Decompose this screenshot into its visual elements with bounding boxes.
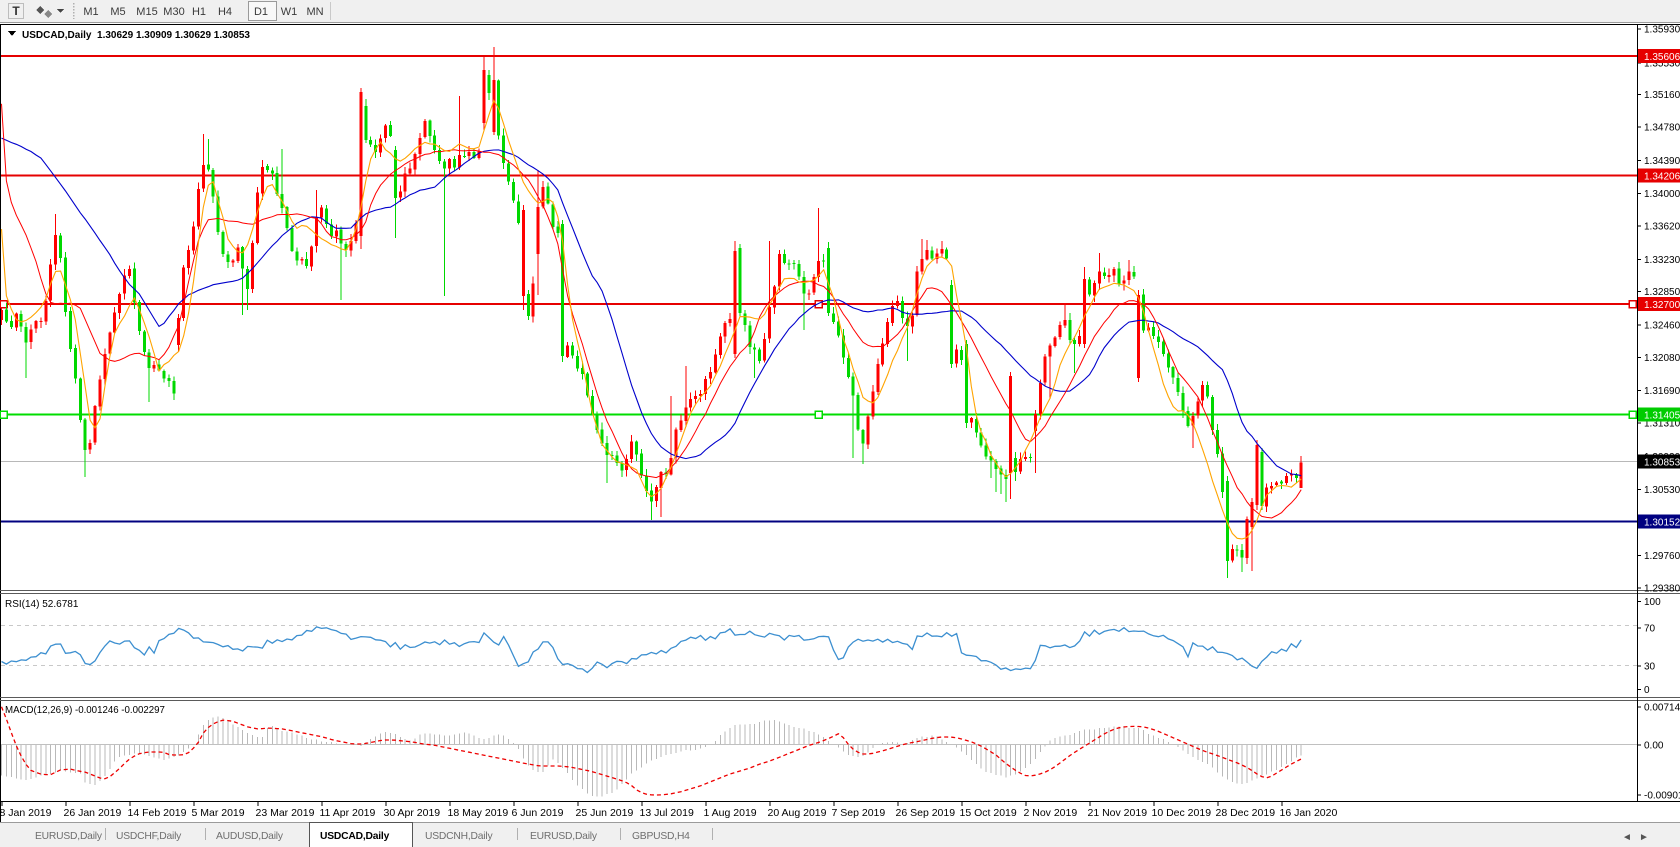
svg-text:M15: M15 [136,6,157,18]
svg-text:14 Feb 2019: 14 Feb 2019 [128,807,187,819]
svg-text:1 Aug 2019: 1 Aug 2019 [704,807,757,819]
svg-text:1.30853: 1.30853 [1644,458,1680,469]
svg-text:1.35930: 1.35930 [1644,24,1680,35]
svg-text:M30: M30 [163,6,184,18]
svg-text:26 Sep 2019: 26 Sep 2019 [896,807,956,819]
svg-text:1.33230: 1.33230 [1644,255,1680,266]
svg-text:1.34780: 1.34780 [1644,123,1680,134]
svg-text:M1: M1 [83,6,98,18]
svg-text:1.32850: 1.32850 [1644,287,1680,298]
svg-text:EURUSD,Daily: EURUSD,Daily [530,831,598,842]
svg-text:23 Mar 2019: 23 Mar 2019 [256,807,315,819]
svg-text:USDCAD,Daily 1.30629 1.30909: USDCAD,Daily 1.30629 1.30909 1.30629 1.3… [22,30,250,41]
svg-text:30 Apr 2019: 30 Apr 2019 [384,807,441,819]
svg-text:1.29380: 1.29380 [1644,583,1680,594]
svg-text:5 Mar 2019: 5 Mar 2019 [192,807,245,819]
svg-text:0: 0 [1644,685,1650,696]
svg-text:1.31690: 1.31690 [1644,386,1680,397]
svg-text:1.31310: 1.31310 [1644,419,1680,430]
svg-text:1.34206: 1.34206 [1644,172,1680,183]
svg-text:1.30530: 1.30530 [1644,485,1680,496]
svg-text:21 Nov 2019: 21 Nov 2019 [1088,807,1148,819]
svg-text:M5: M5 [110,6,125,18]
svg-text:MACD(12,26,9) -0.001246 -0.002: MACD(12,26,9) -0.001246 -0.002297 [5,705,165,716]
svg-text:7 Sep 2019: 7 Sep 2019 [832,807,886,819]
svg-text:16 Jan 2020: 16 Jan 2020 [1280,807,1338,819]
svg-text:H1: H1 [192,6,206,18]
svg-text:1.33620: 1.33620 [1644,222,1680,233]
svg-text:RSI(14) 52.6781: RSI(14) 52.6781 [5,599,79,610]
svg-text:28 Dec 2019: 28 Dec 2019 [1216,807,1276,819]
svg-text:11 Apr 2019: 11 Apr 2019 [320,807,376,819]
svg-text:2 Nov 2019: 2 Nov 2019 [1024,807,1078,819]
svg-text:25 Jun 2019: 25 Jun 2019 [576,807,634,819]
svg-text:◄: ◄ [1622,832,1632,843]
svg-text:USDCAD,Daily: USDCAD,Daily [320,831,390,842]
svg-text:GBPUSD,H4: GBPUSD,H4 [632,831,690,842]
svg-text:-0.009015: -0.009015 [1644,790,1680,801]
svg-text:MN: MN [306,6,323,18]
svg-text:1.35160: 1.35160 [1644,90,1680,101]
svg-text:USDCHF,Daily: USDCHF,Daily [116,831,182,842]
svg-text:15 Oct 2019: 15 Oct 2019 [960,807,1017,819]
svg-text:USDCNH,Daily: USDCNH,Daily [425,831,493,842]
svg-text:1.34390: 1.34390 [1644,156,1680,167]
svg-text:8 Jan 2019: 8 Jan 2019 [0,807,52,819]
svg-text:6 Jun 2019: 6 Jun 2019 [512,807,564,819]
svg-text:30: 30 [1644,662,1656,673]
svg-text:D1: D1 [254,6,268,18]
svg-text:1.35606: 1.35606 [1644,52,1680,63]
svg-text:0.00: 0.00 [1644,741,1664,752]
svg-text:T: T [12,4,20,18]
svg-text:1.35530: 1.35530 [1644,59,1680,70]
svg-text:10 Dec 2019: 10 Dec 2019 [1152,807,1212,819]
svg-text:1.34000: 1.34000 [1644,189,1680,200]
svg-text:0.00714: 0.00714 [1644,703,1680,714]
svg-text:1.30152: 1.30152 [1644,517,1680,528]
svg-text:1.29760: 1.29760 [1644,551,1680,562]
svg-text:►: ► [1639,832,1649,843]
svg-text:EURUSD,Daily: EURUSD,Daily [35,831,103,842]
svg-text:26 Jan 2019: 26 Jan 2019 [64,807,122,819]
svg-text:AUDUSD,Daily: AUDUSD,Daily [216,831,284,842]
svg-text:1.32460: 1.32460 [1644,321,1680,332]
svg-text:18 May 2019: 18 May 2019 [448,807,509,819]
svg-text:20 Aug 2019: 20 Aug 2019 [768,807,827,819]
svg-text:13 Jul 2019: 13 Jul 2019 [640,807,694,819]
svg-text:1.32080: 1.32080 [1644,353,1680,364]
svg-text:1.32700: 1.32700 [1644,300,1680,311]
svg-text:W1: W1 [281,6,298,18]
svg-text:100: 100 [1644,597,1661,608]
svg-text:1.31405: 1.31405 [1644,411,1680,422]
svg-text:70: 70 [1644,624,1656,635]
svg-text:H4: H4 [218,6,232,18]
